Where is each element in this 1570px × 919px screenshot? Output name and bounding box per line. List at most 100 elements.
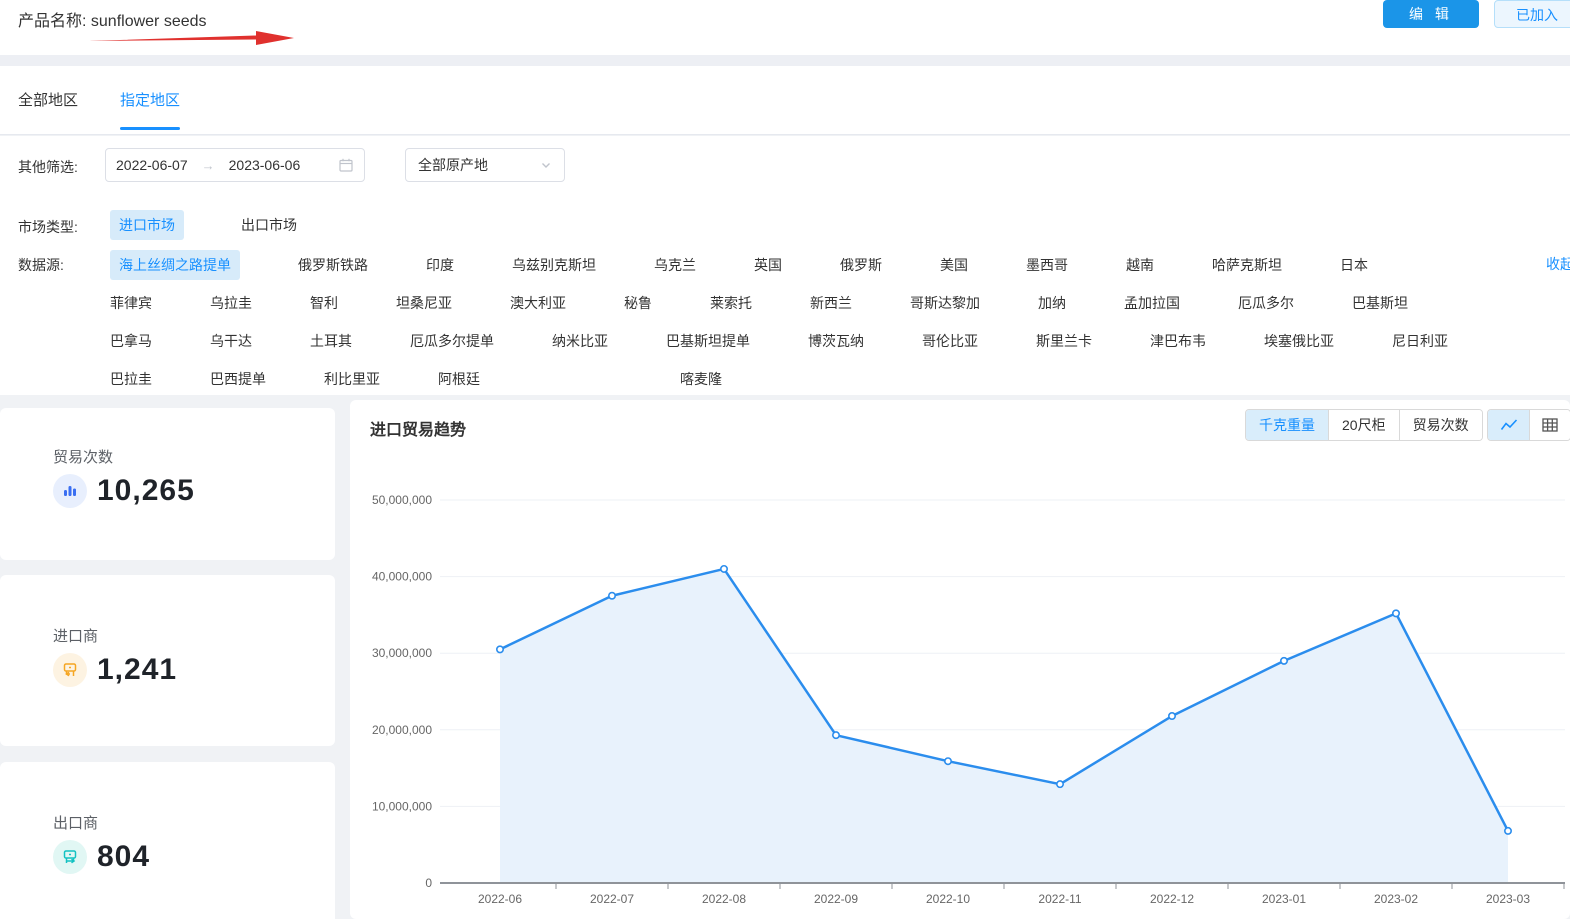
calendar-icon	[338, 157, 354, 173]
svg-text:10,000,000: 10,000,000	[372, 799, 432, 813]
datasource-item[interactable]: 乌拉圭	[210, 295, 252, 311]
exporter-icon	[53, 840, 87, 874]
datasource-item[interactable]: 乌兹别克斯坦	[512, 257, 596, 273]
market-type-options: 进口市场 出口市场	[110, 210, 306, 240]
collapse-link[interactable]: 收起	[1546, 256, 1570, 272]
unit-toggle-group: 千克重量 20尺柜 贸易次数	[1245, 409, 1483, 441]
exporter-label: 出口商	[53, 815, 99, 832]
region-tabs: 全部地区 指定地区	[0, 66, 1570, 135]
datasource-item[interactable]: 孟加拉国	[1124, 295, 1180, 311]
datasource-item[interactable]: 利比里亚	[324, 371, 380, 387]
unit-button[interactable]: 贸易次数	[1398, 410, 1482, 440]
datasource-item[interactable]: 新西兰	[810, 295, 852, 311]
svg-text:2022-08: 2022-08	[702, 892, 746, 906]
date-range-picker[interactable]: 2022-06-07 → 2023-06-06	[105, 148, 365, 182]
origin-select[interactable]: 全部原产地	[405, 148, 565, 182]
datasource-item[interactable]: 加纳	[1038, 295, 1066, 311]
datasource-item[interactable]: 乌干达	[210, 333, 252, 349]
importer-card: 进口商 1,241	[0, 575, 335, 746]
datasource-item[interactable]: 巴基斯坦提单	[666, 333, 750, 349]
unit-button[interactable]: 千克重量	[1246, 410, 1328, 440]
svg-text:2023-02: 2023-02	[1374, 892, 1418, 906]
added-button[interactable]: 已加入	[1494, 0, 1570, 28]
datasource-item[interactable]: 哥斯达黎加	[910, 295, 980, 311]
datasource-item[interactable]: 博茨瓦纳	[808, 333, 864, 349]
datasource-item[interactable]: 津巴布韦	[1150, 333, 1206, 349]
datasource-label: 数据源:	[18, 257, 64, 273]
importer-label: 进口商	[53, 628, 99, 645]
datasource-item[interactable]: 智利	[310, 295, 338, 311]
date-start-value[interactable]: 2022-06-07	[116, 157, 188, 173]
trade-count-value: 10,265	[97, 474, 195, 507]
datasource-row: 海上丝绸之路提单 俄罗斯铁路 印度 乌兹别克斯坦 乌克兰 英国 俄罗斯 美国 墨西哥 越南 哈萨克斯…	[110, 246, 1500, 284]
datasource-item[interactable]: 俄罗斯铁路	[298, 257, 368, 273]
svg-text:2022-09: 2022-09	[814, 892, 858, 906]
trade-count-card: 贸易次数 10,265	[0, 408, 335, 560]
datasource-item[interactable]: 巴西提单	[210, 371, 266, 387]
table-icon[interactable]	[1529, 410, 1570, 440]
datasource-item[interactable]: 尼日利亚	[1392, 333, 1448, 349]
product-name-label: 产品名称: sunflower seeds	[18, 13, 207, 30]
market-option[interactable]: 进口市场	[110, 210, 184, 240]
datasource-item[interactable]: 日本	[1340, 257, 1368, 273]
datasource-item[interactable]: 俄罗斯	[840, 257, 882, 273]
datasource-row: 巴拿马 乌干达 土耳其 厄瓜多尔提单 纳米比亚 巴基斯坦提单 博茨瓦纳 哥伦比亚 斯里兰卡 津巴布…	[110, 322, 1500, 360]
svg-text:2022-10: 2022-10	[926, 892, 970, 906]
datasource-item[interactable]: 厄瓜多尔提单	[410, 333, 494, 349]
svg-text:2022-12: 2022-12	[1150, 892, 1194, 906]
trend-area-chart[interactable]: 0 10,000,000 20,000,000 30,000,000 40,000,00…	[350, 400, 1570, 919]
unit-button[interactable]: 20尺柜	[1328, 410, 1399, 440]
datasource-item[interactable]: 哈萨克斯坦	[1212, 257, 1282, 273]
svg-text:50,000,000: 50,000,000	[372, 493, 432, 507]
svg-text:20,000,000: 20,000,000	[372, 723, 432, 737]
datasource-item[interactable]: 纳米比亚	[552, 333, 608, 349]
datasource-item[interactable]: 巴拿马	[110, 333, 152, 349]
datasource-item[interactable]: 印度	[426, 257, 454, 273]
chevron-down-icon	[540, 159, 552, 171]
datasource-item[interactable]: 埃塞俄比亚	[1264, 333, 1334, 349]
svg-text:2022-06: 2022-06	[478, 892, 522, 906]
datasource-item[interactable]: 海上丝绸之路提单	[110, 250, 240, 280]
datasource-item[interactable]: 秘鲁	[624, 295, 652, 311]
svg-text:40,000,000: 40,000,000	[372, 570, 432, 584]
red-arrow-annotation	[88, 31, 294, 45]
importer-value: 1,241	[97, 653, 178, 686]
datasource-item[interactable]: 莱索托	[710, 295, 752, 311]
svg-text:2022-11: 2022-11	[1038, 892, 1081, 906]
trade-count-label: 贸易次数	[53, 449, 114, 466]
datasource-item[interactable]: 土耳其	[310, 333, 352, 349]
datasource-item[interactable]: 越南	[1126, 257, 1154, 273]
datasource-item[interactable]: 哥伦比亚	[922, 333, 978, 349]
other-filter-label: 其他筛选:	[18, 159, 78, 175]
line-chart-icon[interactable]	[1488, 410, 1529, 440]
datasource-item[interactable]: 澳大利亚	[510, 295, 566, 311]
datasource-row: 巴拉圭 巴西提单 利比里亚 阿根廷 喀麦隆	[110, 360, 1500, 398]
datasource-item[interactable]: 喀麦隆	[680, 371, 722, 387]
import-trend-title: 进口贸易趋势	[370, 422, 467, 439]
datasource-item[interactable]: 巴拉圭	[110, 371, 152, 387]
datasource-item[interactable]: 英国	[754, 257, 782, 273]
datasource-item[interactable]: 阿根廷	[438, 371, 480, 387]
datasource-item[interactable]: 墨西哥	[1026, 257, 1068, 273]
date-end-value[interactable]: 2023-06-06	[228, 157, 301, 173]
filter-section: 其他筛选: 2022-06-07 → 2023-06-06 全部原产地 市场类型…	[0, 136, 1570, 395]
svg-text:30,000,000: 30,000,000	[372, 646, 432, 660]
datasource-item[interactable]: 厄瓜多尔	[1238, 295, 1294, 311]
market-option[interactable]: 出口市场	[241, 217, 297, 233]
datasource-item[interactable]: 美国	[940, 257, 968, 273]
svg-text:2023-01: 2023-01	[1262, 892, 1306, 906]
exporter-card: 出口商 804	[0, 762, 335, 919]
tab-all-regions[interactable]: 全部地区	[18, 92, 79, 109]
view-toggle-group	[1487, 409, 1570, 441]
datasource-item[interactable]: 斯里兰卡	[1036, 333, 1092, 349]
datasource-item[interactable]: 巴基斯坦	[1352, 295, 1408, 311]
datasource-item[interactable]: 乌克兰	[654, 257, 696, 273]
exporter-value: 804	[97, 840, 151, 873]
tab-specified-regions[interactable]: 指定地区	[120, 66, 181, 135]
importer-icon	[53, 653, 87, 687]
market-type-label: 市场类型:	[18, 219, 78, 235]
edit-button[interactable]: 编 辑	[1383, 0, 1479, 28]
svg-text:0: 0	[425, 876, 432, 890]
datasource-item[interactable]: 坦桑尼亚	[396, 295, 452, 311]
datasource-item[interactable]: 菲律宾	[110, 295, 152, 311]
